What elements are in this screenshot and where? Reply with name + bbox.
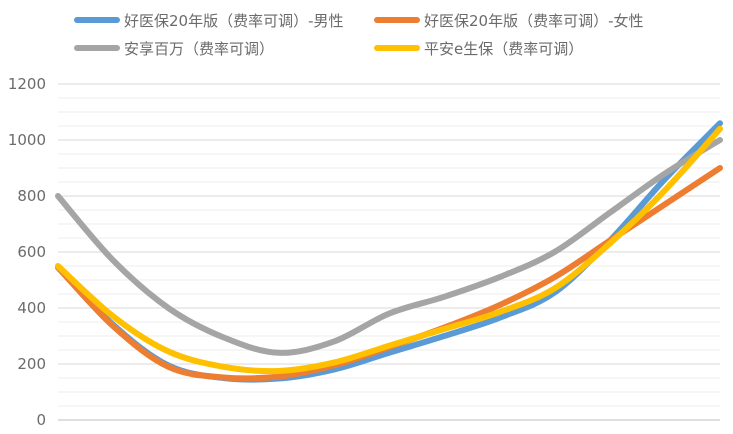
legend-swatch-female [374,17,420,23]
y-tick-label: 200 [17,355,46,373]
legend-swatch-male [74,17,120,23]
legend-item-male: 好医保20年版（费率可调）-男性 [74,8,344,32]
legend-item-pingan: 平安e生保（费率可调） [374,36,583,60]
legend-label-female: 好医保20年版（费率可调）-女性 [424,11,644,30]
series-line-male [55,120,723,383]
legend-label-male: 好医保20年版（费率可调）-男性 [124,11,344,30]
y-axis-tick-labels: 0 200 400 600 800 1000 1200 [8,75,46,429]
major-gridlines [58,83,720,421]
y-tick-label: 1000 [8,131,46,149]
y-tick-label: 400 [17,299,46,317]
legend-item-anxiang: 安享百万（费率可调） [74,36,274,60]
legend-label-anxiang: 安享百万（费率可调） [124,39,275,58]
legend-item-female: 好医保20年版（费率可调）-女性 [374,8,644,32]
legend: 好医保20年版（费率可调）-男性 好医保20年版（费率可调）-女性 安享百万（费… [0,0,733,70]
legend-label-pingan: 平安e生保（费率可调） [424,39,584,58]
legend-swatch-anxiang [74,45,120,51]
series-lines [55,120,723,383]
y-tick-label: 1200 [8,75,46,93]
series-line-anxiang [55,137,723,356]
y-tick-label: 0 [36,411,46,429]
minor-gridlines [58,97,720,407]
series-line-pingan [55,125,723,375]
y-tick-label: 800 [17,187,46,205]
legend-swatch-pingan [374,45,420,51]
y-tick-label: 600 [17,243,46,261]
